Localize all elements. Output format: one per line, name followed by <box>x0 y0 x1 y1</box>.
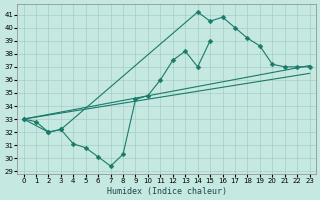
X-axis label: Humidex (Indice chaleur): Humidex (Indice chaleur) <box>107 187 227 196</box>
